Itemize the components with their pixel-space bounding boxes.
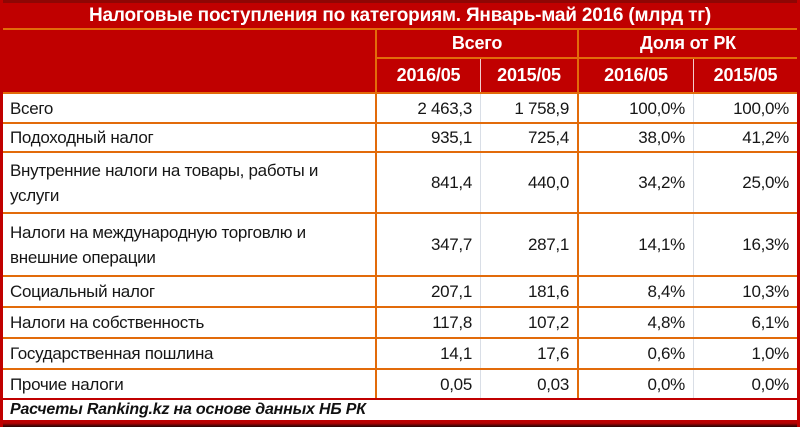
share-2015-value: 16,3% xyxy=(693,214,797,275)
row-label: Государственная пошлина xyxy=(10,344,214,363)
share-2016-value: 14,1% xyxy=(577,214,693,275)
share-2016-value: 0,0% xyxy=(577,370,693,398)
total-2016-value: 347,7 xyxy=(375,214,480,275)
table-header: Всего Доля от РК 2016/05 2015/05 2016/05… xyxy=(3,30,797,94)
column-group-share: Доля от РК xyxy=(577,30,797,59)
share-2016-value: 4,8% xyxy=(577,308,693,337)
share-2016-value: 34,2% xyxy=(577,153,693,212)
total-2015-value: 17,6 xyxy=(480,339,577,368)
col-header-share-2015: 2015/05 xyxy=(693,59,797,92)
table-row: Внутренние налоги на товары, работы и ус… xyxy=(3,151,797,212)
total-2016-value: 935,1 xyxy=(375,124,480,151)
total-2016-value: 117,8 xyxy=(375,308,480,337)
col-header-share-2016: 2016/05 xyxy=(577,59,693,92)
total-2015-value: 725,4 xyxy=(480,124,577,151)
total-2015-value: 0,03 xyxy=(480,370,577,398)
row-label: Налоги на международную торговлю и внешн… xyxy=(10,222,306,267)
row-label: Налоги на собственность xyxy=(10,313,205,332)
total-2016-value: 2 463,3 xyxy=(375,94,480,122)
table-row: Подоходный налог 935,1 725,4 38,0% 41,2% xyxy=(3,122,797,151)
row-label: Прочие налоги xyxy=(10,374,124,394)
share-2016-value: 100,0% xyxy=(577,94,693,122)
share-2016-value: 38,0% xyxy=(577,124,693,151)
source-note: Расчеты Ranking.kz на основе данных НБ Р… xyxy=(3,398,797,420)
table-row: Всего 2 463,3 1 758,9 100,0% 100,0% xyxy=(3,94,797,122)
category-column-header xyxy=(3,30,375,92)
row-label: Внутренние налоги на товары, работы и ус… xyxy=(10,160,319,205)
total-2016-value: 14,1 xyxy=(375,339,480,368)
share-2015-value: 6,1% xyxy=(693,308,797,337)
table-row: Налоги на собственность 117,8 107,2 4,8%… xyxy=(3,306,797,337)
col-header-total-2015: 2015/05 xyxy=(480,59,577,92)
row-label: Подоходный налог xyxy=(10,128,154,147)
total-2015-value: 287,1 xyxy=(480,214,577,275)
table-title: Налоговые поступления по категориям. Янв… xyxy=(3,0,797,30)
row-label: Всего xyxy=(10,98,54,118)
table-row: Социальный налог 207,1 181,6 8,4% 10,3% xyxy=(3,275,797,306)
total-2015-value: 181,6 xyxy=(480,277,577,306)
total-2015-value: 107,2 xyxy=(480,308,577,337)
share-2015-value: 10,3% xyxy=(693,277,797,306)
share-2015-value: 1,0% xyxy=(693,339,797,368)
row-label: Социальный налог xyxy=(10,282,155,301)
share-2015-value: 41,2% xyxy=(693,124,797,151)
share-2016-value: 0,6% xyxy=(577,339,693,368)
share-2016-value: 8,4% xyxy=(577,277,693,306)
bottom-border-bar xyxy=(3,420,797,427)
total-2015-value: 440,0 xyxy=(480,153,577,212)
share-2015-value: 0,0% xyxy=(693,370,797,398)
table-row: Прочие налоги 0,05 0,03 0,0% 0,0% xyxy=(3,368,797,398)
total-2015-value: 1 758,9 xyxy=(480,94,577,122)
total-2016-value: 0,05 xyxy=(375,370,480,398)
col-header-total-2016: 2016/05 xyxy=(375,59,480,92)
total-2016-value: 207,1 xyxy=(375,277,480,306)
table-row: Налоги на международную торговлю и внешн… xyxy=(3,212,797,275)
share-2015-value: 25,0% xyxy=(693,153,797,212)
table-row: Государственная пошлина 14,1 17,6 0,6% 1… xyxy=(3,337,797,368)
total-2016-value: 841,4 xyxy=(375,153,480,212)
share-2015-value: 100,0% xyxy=(693,94,797,122)
column-group-total: Всего xyxy=(375,30,577,59)
